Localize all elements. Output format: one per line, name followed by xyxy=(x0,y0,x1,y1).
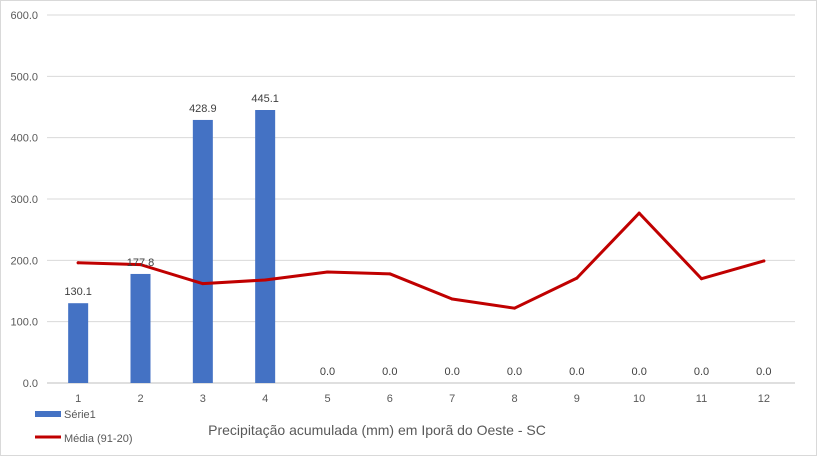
x-tick-label: 1 xyxy=(75,393,81,405)
bar-data-label: 130.1 xyxy=(64,286,92,298)
line-point xyxy=(388,272,392,276)
legend-label-serie1: Série1 xyxy=(64,409,96,421)
legend-swatch-serie1 xyxy=(35,411,61,417)
bar-data-label: 0.0 xyxy=(569,366,584,378)
line-point xyxy=(700,277,703,281)
y-axis-ticks: 0.0 100.0 200.0 300.0 400.0 500.0 600.0 xyxy=(10,10,38,390)
line-point xyxy=(263,278,267,282)
x-axis-title: Precipitação acumulada (mm) em Iporã do … xyxy=(208,422,546,438)
x-tick-label: 6 xyxy=(387,393,393,405)
bar-data-label: 0.0 xyxy=(382,366,397,378)
line-point xyxy=(201,282,205,286)
x-tick-label: 4 xyxy=(262,393,268,405)
data-labels: 130.1 177.8 428.9 445.1 0.0 0.0 0.0 0.0 0.0 0.0 0.… xyxy=(64,93,771,378)
series-line-media xyxy=(76,211,766,310)
line-point xyxy=(513,306,516,310)
line-point xyxy=(76,261,80,265)
bar-series xyxy=(68,110,276,383)
x-tick-label: 5 xyxy=(324,393,330,405)
line-point xyxy=(637,211,641,215)
bar xyxy=(192,119,213,383)
bar xyxy=(255,110,276,383)
line-point xyxy=(575,276,579,280)
bar-data-label: 0.0 xyxy=(756,366,771,378)
bar-data-label: 0.0 xyxy=(507,366,522,378)
legend-label-media: Média (91-20) xyxy=(64,433,132,445)
x-tick-label: 9 xyxy=(574,393,580,405)
line-point xyxy=(326,270,329,274)
x-tick-label: 12 xyxy=(758,393,770,405)
x-tick-label: 7 xyxy=(449,393,455,405)
x-axis-ticks: 1 2 3 4 5 6 7 8 9 10 11 12 xyxy=(75,393,770,405)
line-series xyxy=(76,211,766,310)
bar-data-label: 0.0 xyxy=(445,366,460,378)
bar xyxy=(130,273,151,383)
bar-data-label: 0.0 xyxy=(320,366,335,378)
bar-data-label: 445.1 xyxy=(251,93,279,105)
x-tick-label: 11 xyxy=(696,393,707,405)
x-tick-label: 8 xyxy=(511,393,517,405)
y-tick-label: 500.0 xyxy=(10,71,38,83)
bar xyxy=(68,303,89,383)
legend: Série1 Média (91-20) xyxy=(35,409,132,445)
gridlines xyxy=(47,14,795,384)
line-point xyxy=(139,263,142,267)
y-tick-label: 400.0 xyxy=(10,133,38,145)
y-tick-label: 0.0 xyxy=(23,378,38,390)
line-point xyxy=(762,259,766,263)
y-tick-label: 600.0 xyxy=(10,10,38,22)
y-tick-label: 200.0 xyxy=(10,255,38,267)
y-tick-label: 300.0 xyxy=(10,194,38,206)
bar-data-label: 0.0 xyxy=(694,366,709,378)
line-point xyxy=(450,297,454,301)
bar-data-label: 428.9 xyxy=(189,103,217,115)
bar-data-label: 0.0 xyxy=(632,366,647,378)
x-tick-label: 2 xyxy=(137,393,143,405)
x-tick-label: 10 xyxy=(633,393,645,405)
y-tick-label: 100.0 xyxy=(10,317,38,329)
bar-data-label: 177.8 xyxy=(127,257,155,269)
x-tick-label: 3 xyxy=(200,393,206,405)
